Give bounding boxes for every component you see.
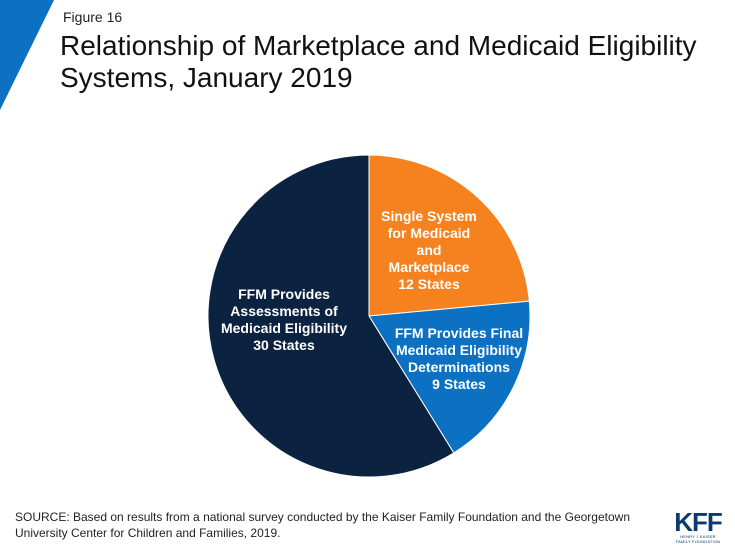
pie-slice-2 <box>207 154 455 478</box>
pie-slice-1 <box>368 300 531 454</box>
figure-label: Figure 16 <box>63 9 123 25</box>
corner-accent-shape <box>0 0 54 110</box>
slice-label-final-determinations: FFM Provides Final Medicaid Eligibility … <box>394 325 524 392</box>
slice-label-single-system: Single System for Medicaid and Marketpla… <box>381 208 477 292</box>
kff-logo-word: KFF <box>674 507 723 537</box>
slice-label-assessments: FFM Provides Assessments of Medicaid Eli… <box>220 286 348 353</box>
source-note: SOURCE: Based on results from a national… <box>15 510 630 540</box>
kff-logo-subtitle: HENRY J KAISER FAMILY FOUNDATION <box>675 534 721 544</box>
chart-title: Relationship of Marketplace and Medicaid… <box>60 30 697 93</box>
pie-slice-0 <box>368 154 530 317</box>
kff-logo: KFF HENRY J KAISER FAMILY FOUNDATION <box>672 507 724 544</box>
